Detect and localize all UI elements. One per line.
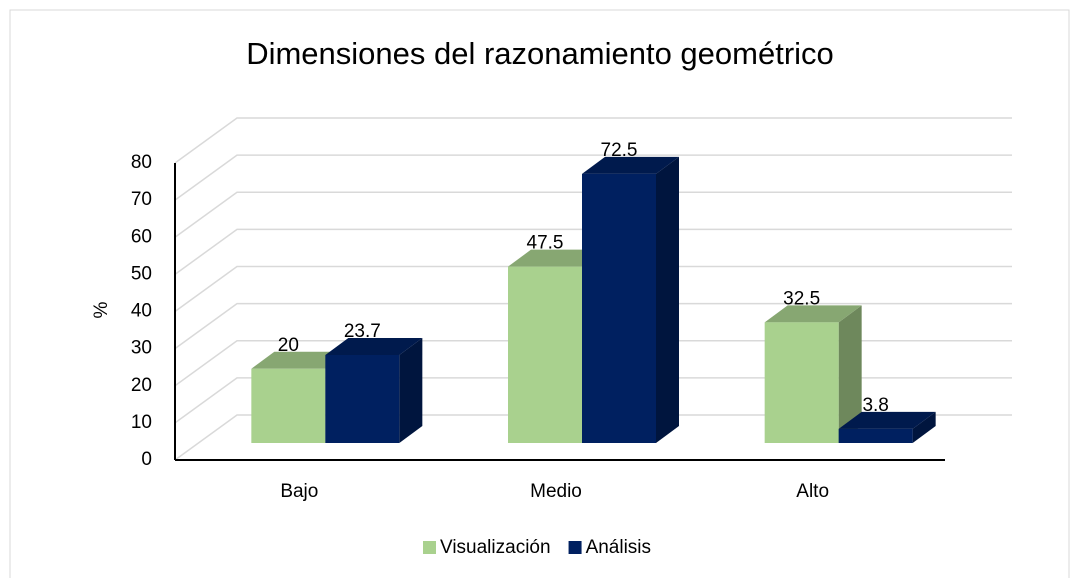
legend-label: Análisis xyxy=(586,537,651,558)
grid-line xyxy=(174,377,1012,424)
bar-face xyxy=(838,428,913,443)
bar-face xyxy=(325,355,400,443)
grid-line xyxy=(174,414,1012,461)
data-label: 23.7 xyxy=(344,321,381,342)
bar-face xyxy=(656,156,679,443)
data-label: 72.5 xyxy=(601,140,638,161)
x-tick-label: Alto xyxy=(796,481,829,502)
grid-line xyxy=(174,117,1012,164)
bar-face xyxy=(582,156,679,174)
y-tick-label: 40 xyxy=(131,301,152,322)
bar xyxy=(838,411,936,443)
bar-face xyxy=(912,411,936,443)
y-tick-label: 60 xyxy=(131,226,152,247)
y-axis-label: % xyxy=(91,301,112,318)
x-tick-label: Bajo xyxy=(280,481,318,502)
grid-line xyxy=(174,191,1012,238)
bar-face xyxy=(838,411,936,429)
x-tick-label: Medio xyxy=(530,481,582,502)
data-label: 3.8 xyxy=(862,395,888,416)
legend-label: Visualización xyxy=(440,537,551,558)
bar-face xyxy=(508,266,582,443)
data-label: 47.5 xyxy=(527,233,564,254)
bar-face xyxy=(251,351,349,369)
data-label: 20 xyxy=(278,335,299,356)
bar-face xyxy=(325,338,423,356)
grid-line xyxy=(174,265,1012,313)
bar-face xyxy=(582,173,656,443)
grid-line xyxy=(174,302,1012,350)
y-tick-label: 80 xyxy=(131,152,152,173)
y-tick-label: 70 xyxy=(131,189,152,210)
grid-line xyxy=(174,340,1012,387)
bar xyxy=(325,338,423,443)
legend-swatch xyxy=(568,541,582,554)
bar-face xyxy=(251,368,326,443)
chart-title: Dimensiones del razonamiento geométrico xyxy=(246,36,834,71)
y-tick-label: 30 xyxy=(131,338,152,359)
legend-swatch xyxy=(423,541,436,554)
bar-face xyxy=(764,305,862,323)
bar-face xyxy=(399,338,423,443)
data-label: 32.5 xyxy=(783,288,820,309)
y-tick-label: 20 xyxy=(131,375,152,396)
grid-line xyxy=(174,228,1012,275)
bar-face xyxy=(764,322,839,443)
bar-face xyxy=(838,305,862,443)
y-tick-label: 0 xyxy=(141,449,152,470)
y-tick-label: 10 xyxy=(131,412,152,433)
bar-face xyxy=(508,249,605,267)
bar xyxy=(582,156,679,443)
y-tick-label: 50 xyxy=(131,263,152,284)
grid-line xyxy=(174,154,1012,201)
bar xyxy=(764,305,862,443)
